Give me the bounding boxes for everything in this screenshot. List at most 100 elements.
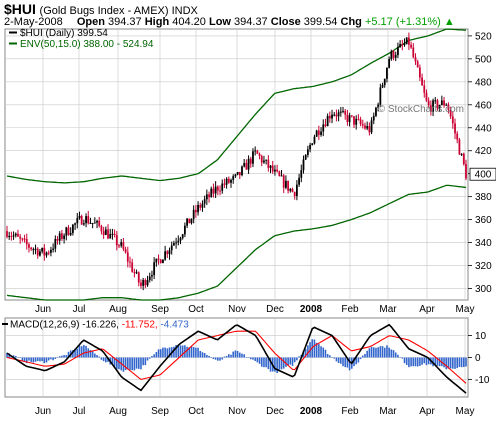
- macd-histogram-bar: [181, 345, 184, 358]
- macd-histogram-bar: [214, 357, 217, 360]
- macd-histogram-bar: [359, 357, 362, 360]
- price-candle: [230, 178, 232, 188]
- price-candle: [54, 235, 57, 253]
- macd-histogram-bar: [452, 357, 454, 369]
- chg-value: +5.17 (+1.31%): [364, 16, 441, 28]
- price-candle: [234, 173, 237, 178]
- candle-body: [65, 227, 68, 236]
- candle-body: [447, 104, 450, 110]
- price-candle: [67, 225, 70, 236]
- macd-legend: MACD(12,26,9) -16.226, -11.752, -4.473: [10, 320, 189, 331]
- price-candle: [285, 175, 287, 190]
- candle-body: [188, 218, 191, 224]
- candle-body: [197, 204, 199, 213]
- price-candle: [337, 109, 340, 122]
- candle-body: [124, 249, 127, 253]
- macd-histogram-bar: [74, 348, 76, 358]
- candle-body: [181, 234, 184, 239]
- macd-histogram-bar: [324, 349, 327, 358]
- price-candle: [190, 218, 193, 225]
- price-candle: [361, 119, 364, 129]
- candle-body: [443, 100, 445, 106]
- macd-histogram-bar: [168, 347, 171, 358]
- candle-body: [339, 111, 342, 113]
- macd-x-tick-label: Feb: [341, 406, 359, 417]
- macd-histogram-bar: [252, 357, 254, 360]
- price-candle: [317, 125, 320, 140]
- macd-histogram-bar: [146, 357, 149, 361]
- macd-histogram-bar: [346, 357, 349, 368]
- candle-body: [462, 153, 465, 165]
- price-candle: [355, 115, 358, 130]
- macd-histogram-bar: [184, 345, 186, 358]
- candle-body: [383, 78, 386, 86]
- price-legend-entry: $HUI (Daily) 399.54: [20, 28, 108, 39]
- price-candle: [311, 143, 314, 146]
- macd-histogram-bar: [289, 357, 292, 365]
- macd-histogram-bar: [254, 357, 256, 361]
- macd-histogram-bar: [56, 357, 59, 358]
- macd-histogram-bar: [399, 357, 401, 358]
- macd-histogram-bar: [397, 354, 399, 358]
- macd-histogram-bar: [421, 357, 423, 365]
- price-candle: [394, 51, 397, 62]
- price-candle: [120, 238, 123, 248]
- candle-body: [208, 194, 210, 198]
- macd-histogram-bar: [113, 357, 116, 367]
- candle-body: [227, 178, 230, 183]
- price-candle: [410, 41, 412, 49]
- candle-body: [155, 258, 158, 263]
- candle-body: [177, 240, 180, 243]
- price-candle: [392, 50, 395, 61]
- price-candle: [447, 102, 450, 114]
- price-candle: [146, 275, 149, 287]
- macd-histogram-bar: [291, 357, 294, 366]
- macd-histogram-bar: [465, 357, 467, 367]
- price-y-tick-label: 300: [475, 284, 492, 295]
- macd-histogram-bar: [296, 357, 298, 361]
- candle-body: [194, 209, 197, 213]
- macd-x-tick-label: Dec: [266, 406, 284, 417]
- candle-body: [78, 216, 81, 219]
- price-candle: [287, 180, 290, 194]
- macd-y-tick-label: 0: [475, 353, 481, 364]
- macd-histogram-bar: [111, 357, 114, 365]
- price-candle: [276, 164, 279, 173]
- price-candle: [219, 185, 221, 196]
- candle-body: [8, 236, 11, 238]
- macd-histogram-bar: [162, 347, 164, 358]
- price-candle: [388, 56, 391, 69]
- macd-histogram-bar: [100, 357, 103, 360]
- candle-body: [71, 224, 74, 233]
- candle-body: [287, 180, 290, 191]
- candle-body: [157, 258, 160, 260]
- macd-histogram-bar: [25, 357, 28, 364]
- candle-body: [454, 123, 456, 134]
- price-candle: [126, 246, 129, 268]
- price-candle: [118, 243, 120, 249]
- macd-histogram-bar: [322, 347, 325, 358]
- candle-body: [91, 222, 94, 224]
- quote-date: 2-May-2008: [4, 16, 63, 28]
- macd-histogram-bar: [238, 352, 241, 358]
- candle-body: [80, 216, 83, 225]
- price-candle: [339, 106, 342, 117]
- price-x-tick-label: Oct: [188, 304, 204, 315]
- macd-histogram-bar: [256, 357, 259, 363]
- macd-histogram-bar: [45, 357, 48, 363]
- macd-histogram-bar: [318, 344, 320, 358]
- macd-histogram-bar: [63, 355, 65, 358]
- macd-x-tick-label: 2008: [300, 406, 323, 417]
- macd-histogram-bar: [151, 356, 153, 358]
- macd-histogram-bar: [298, 356, 300, 358]
- macd-histogram-bar: [344, 357, 347, 368]
- price-candle: [245, 159, 248, 170]
- candle-body: [434, 100, 437, 102]
- macd-histogram-bar: [41, 357, 43, 362]
- candle-body: [451, 116, 454, 124]
- price-candle: [47, 250, 50, 256]
- candle-body: [465, 164, 467, 179]
- candle-body: [100, 226, 103, 232]
- candle-body: [137, 272, 140, 283]
- macd-histogram-bar: [247, 357, 250, 358]
